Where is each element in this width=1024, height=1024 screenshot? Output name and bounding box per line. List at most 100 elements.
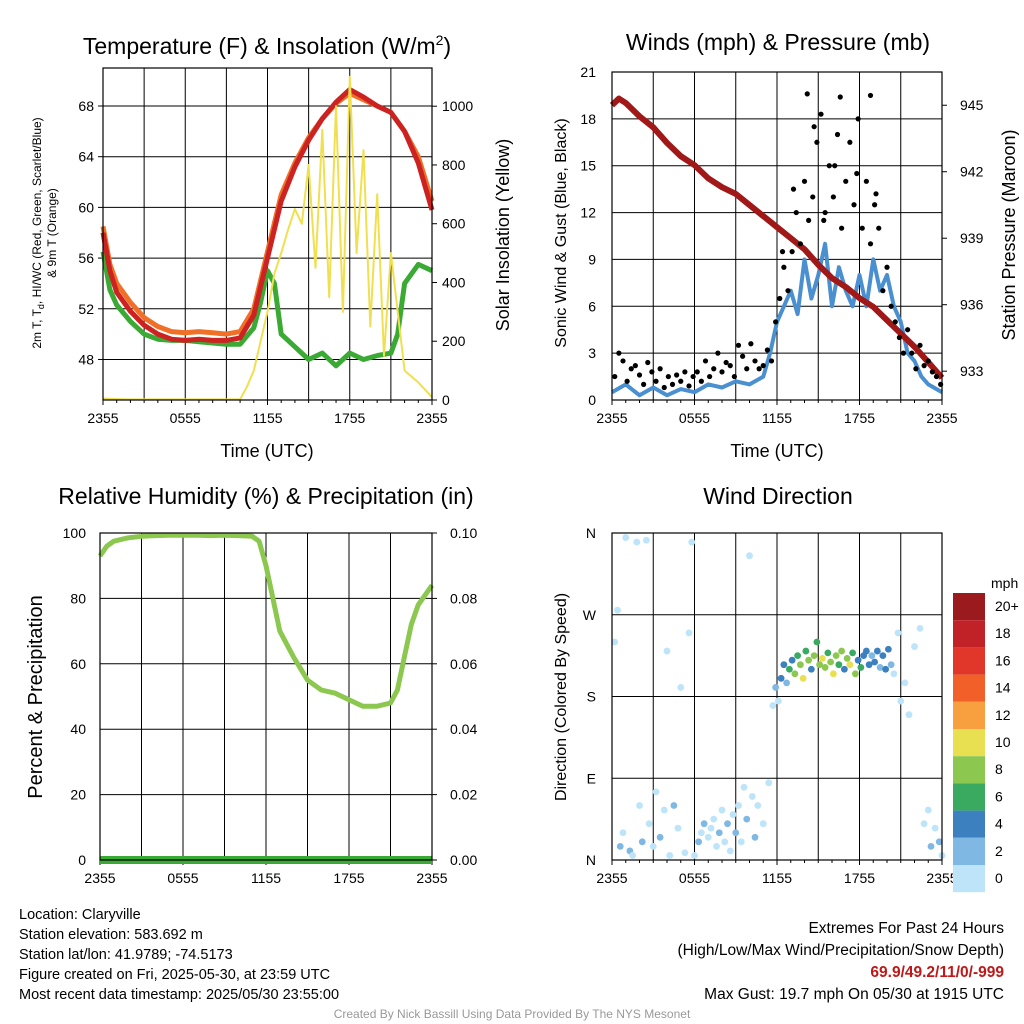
x-tick-label: 0555 [170,410,201,426]
series-line [100,251,434,369]
direction-point [707,824,715,832]
gust-point [839,225,845,231]
y2-tick-label: 600 [442,216,466,232]
gust-point [735,342,742,348]
y-tick-label: N [586,852,596,868]
x-axis-label: Time (UTC) [730,441,823,461]
y-tick-label: 9 [588,251,596,267]
direction-point [751,833,759,841]
y-tick-label: 40 [70,721,86,737]
legend-swatch [953,783,985,811]
direction-point [660,806,668,814]
x-tick-label: 2355 [926,870,957,886]
y-tick-label: 80 [70,590,86,606]
x-axis-label: Time (UTC) [220,441,313,461]
legend-swatch [953,674,985,702]
gust-point [636,372,643,378]
gust-point [665,373,671,380]
gust-point [872,202,878,208]
direction-point [743,815,751,823]
gust-point [925,358,931,364]
series-line [100,87,435,343]
y-tick-label: 56 [78,250,94,266]
gust-point [785,288,791,294]
direction-point [791,670,799,678]
gust-point [811,124,817,130]
direction-point [832,652,840,660]
direction-point [645,820,653,828]
direction-point [697,829,705,837]
x-tick-label: 2355 [596,410,627,426]
gust-point [834,131,841,138]
direction-point [666,852,674,859]
direction-point [774,697,782,705]
direction-point [838,647,846,655]
gust-point [645,359,651,366]
x-tick-label: 2355 [596,870,627,886]
gust-point [867,241,874,247]
legend-swatch [953,593,985,621]
direction-point [816,661,824,669]
legend-label: 8 [995,761,1003,777]
direction-point [732,829,740,837]
gust-point [830,194,836,200]
direction-point [616,842,624,850]
direction-point [633,538,641,546]
y-tick-label: E [587,770,596,786]
x-tick-label: 1755 [333,870,364,886]
legend-swatch [953,701,985,729]
direction-point [818,654,826,662]
direction-point [788,656,796,664]
direction-point [685,629,693,637]
y-tick-label: 12 [580,205,596,221]
gust-point [917,342,923,348]
direction-point [805,656,813,664]
gust-point [789,249,795,255]
max-gust: Max Gust: 19.7 mph On 05/30 at 1915 UTC [704,986,1004,1003]
gust-point [628,366,634,372]
x-tick-label: 0555 [167,870,198,886]
gust-point [661,384,667,391]
extremes-subtitle: (High/Low/Max Wind/Precipitation/Snow De… [677,942,1005,959]
gust-point [649,369,655,375]
gust-point [888,303,894,309]
chart-title: Wind Direction [703,483,853,509]
direction-point [740,783,748,791]
y2-tick-label: 1000 [442,98,473,114]
gust-point [793,209,799,216]
y2-tick-label: 0.02 [450,787,477,803]
gust-point [702,358,709,364]
y-tick-label: 6 [588,298,596,314]
legend-label: 0 [995,870,1003,886]
direction-point [677,684,685,691]
direction-point [704,833,712,841]
extremes-title: Extremes For Past 24 Hours [808,920,1004,937]
direction-point [865,661,873,669]
legend-label: 18 [995,625,1011,641]
y-tick-label: 64 [78,149,94,165]
direction-point [927,842,935,850]
direction-point [710,815,718,823]
direction-point [868,652,876,660]
direction-point [882,665,890,673]
direction-point [840,665,848,673]
gust-point [748,341,754,347]
gust-point [698,378,704,384]
gust-point [694,369,700,375]
y-tick-label: W [583,607,597,623]
legend-label: 16 [995,652,1011,668]
direction-point [884,645,892,653]
direction-point [780,661,788,669]
gust-point [764,347,770,353]
direction-point [700,820,708,828]
y-tick-label: 0 [78,852,86,868]
legend-label: 6 [995,788,1003,804]
gust-point [832,163,838,169]
gust-point [624,378,630,384]
direction-point [783,679,791,687]
y2-tick-label: 0.04 [450,721,477,737]
direction-point [935,838,943,846]
direction-point [629,852,637,859]
y2-tick-label: 0.00 [450,852,477,868]
